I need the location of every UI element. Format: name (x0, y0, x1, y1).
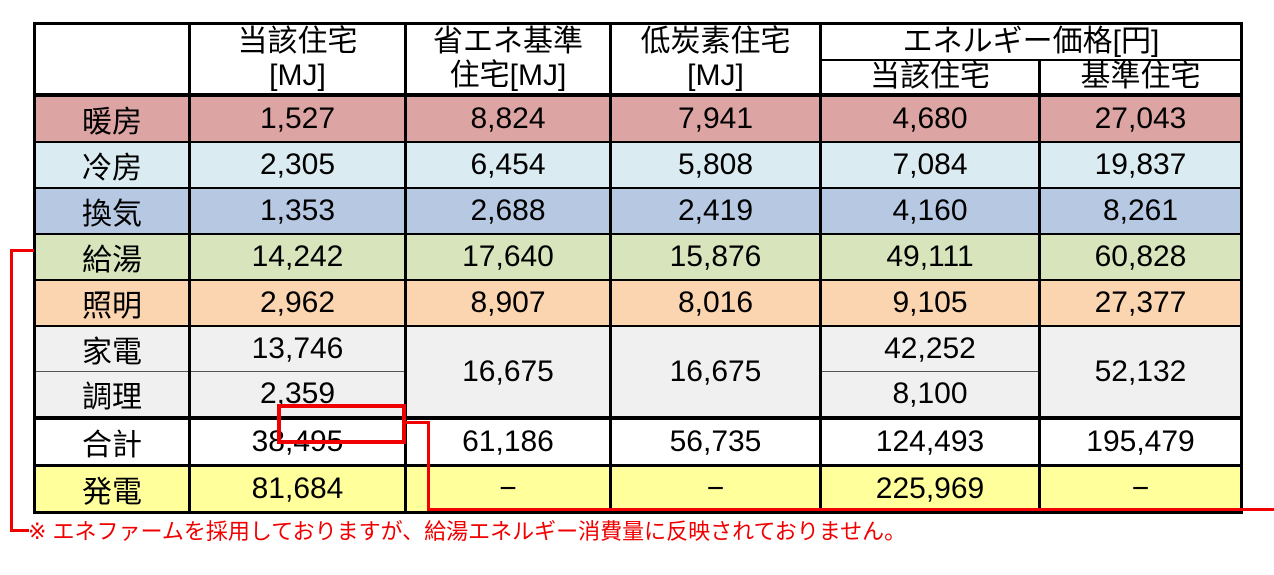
cell-appliances-price-subject: 42,252 (819, 325, 1041, 372)
connector-line-left-vertical (10, 249, 13, 532)
cell-cooking-subject-mj: 2,359 (188, 371, 407, 419)
cell-appliances-subject-mj: 13,746 (188, 325, 407, 372)
cell-heating-lowcarbon-mj: 7,941 (609, 94, 822, 143)
col-header-subject-mj: 当該住宅 [MJ] (188, 22, 407, 97)
cell-generation-lowcarbon-mj: − (609, 464, 822, 514)
cell-lighting-standard-mj: 8,907 (404, 279, 612, 327)
row-label: 家電 (33, 325, 191, 372)
cell-total-price-subject: 124,493 (819, 416, 1041, 467)
cell-heating-price-standard: 27,043 (1038, 94, 1243, 143)
col-header-line: 省エネ基準 (433, 25, 583, 58)
cell-lighting-price-standard: 27,377 (1038, 279, 1243, 327)
corner-header-cell (33, 22, 191, 97)
row-label: 照明 (33, 279, 191, 327)
cell-ventilation-subject-mj: 1,353 (188, 187, 407, 235)
col-header-line: [MJ] (269, 59, 326, 92)
row-generation: 発電 81,684 − − 225,969 − (33, 464, 1243, 514)
row-lighting: 照明 2,962 8,907 8,016 9,105 27,377 (33, 279, 1243, 327)
row-label: 冷房 (33, 141, 191, 189)
row-label: 給湯 (33, 233, 191, 281)
cell-generation-standard-mj: − (404, 464, 612, 514)
row-label: 調理 (33, 371, 191, 419)
row-cooling: 冷房 2,305 6,454 5,808 7,084 19,837 (33, 141, 1243, 189)
header-row-1: 当該住宅 [MJ] 省エネ基準 住宅[MJ] 低炭素住宅 [MJ] エネルギー価… (33, 22, 1243, 97)
energy-consumption-table: 当該住宅 [MJ] 省エネ基準 住宅[MJ] 低炭素住宅 [MJ] エネルギー価… (33, 22, 1243, 514)
cell-ventilation-price-standard: 8,261 (1038, 187, 1243, 235)
cell-cooling-lowcarbon-mj: 5,808 (609, 141, 822, 189)
cell-hot-water-standard-mj: 17,640 (404, 233, 612, 281)
cell-heating-subject-mj: 1,527 (188, 94, 407, 143)
col-header-energy-price-group: エネルギー価格[円] (819, 22, 1243, 61)
cell-hot-water-price-standard: 60,828 (1038, 233, 1243, 281)
cell-lighting-lowcarbon-mj: 8,016 (609, 279, 822, 327)
cell-cooling-standard-mj: 6,454 (404, 141, 612, 189)
footnote: ※ エネファームを採用しておりますが、給湯エネルギー消費量に反映されておりません… (28, 519, 907, 544)
cell-cooling-price-subject: 7,084 (819, 141, 1041, 189)
cell-hot-water-lowcarbon-mj: 15,876 (609, 233, 822, 281)
header-row-2: 当該住宅 基準住宅 (35, 59, 1243, 97)
cell-lighting-price-subject: 9,105 (819, 279, 1041, 327)
row-total: 合計 38,495 61,186 56,735 124,493 195,479 (33, 416, 1243, 467)
cell-cooling-price-standard: 19,837 (1038, 141, 1243, 189)
cell-ventilation-price-subject: 4,160 (819, 187, 1041, 235)
row-hot-water: 給湯 14,242 17,640 15,876 49,111 60,828 (33, 233, 1243, 281)
cell-ventilation-lowcarbon-mj: 2,419 (609, 187, 822, 235)
cell-appliances-cooking-price-standard-merged: 52,132 (1038, 325, 1243, 419)
cell-cooling-subject-mj: 2,305 (188, 141, 407, 189)
connector-line-footnote-tick (10, 529, 29, 532)
cell-total-subject-mj-highlighted: 38,495 (188, 416, 407, 467)
cell-appliances-cooking-lowcarbon-mj-merged: 16,675 (609, 325, 822, 419)
cell-hot-water-subject-mj: 14,242 (188, 233, 407, 281)
row-label: 発電 (33, 464, 191, 514)
col-header-line: 低炭素住宅 (640, 25, 791, 58)
col-header-price-standard: 基準住宅 (1038, 59, 1243, 97)
cell-ventilation-standard-mj: 2,688 (404, 187, 612, 235)
cell-appliances-cooking-standard-mj-merged: 16,675 (404, 325, 612, 419)
cell-total-lowcarbon-mj: 56,735 (609, 416, 822, 467)
cell-cooking-price-subject: 8,100 (819, 371, 1041, 419)
col-header-line: 当該住宅 (237, 25, 358, 58)
row-label: 暖房 (33, 94, 191, 143)
cell-heating-standard-mj: 8,824 (404, 94, 612, 143)
row-heating: 暖房 1,527 8,824 7,941 4,680 27,043 (33, 94, 1243, 143)
row-label: 換気 (33, 187, 191, 235)
cell-hot-water-price-subject: 49,111 (819, 233, 1041, 281)
cell-lighting-subject-mj: 2,962 (188, 279, 407, 327)
row-appliances: 家電 13,746 16,675 16,675 42,252 52,132 (33, 325, 1243, 419)
row-ventilation: 換気 1,353 2,688 2,419 4,160 8,261 (33, 187, 1243, 235)
row-label: 合計 (33, 416, 191, 467)
col-header-price-subject: 当該住宅 (819, 59, 1041, 97)
cell-generation-price-subject: 225,969 (819, 464, 1041, 514)
cell-generation-price-standard: − (1038, 464, 1243, 514)
cell-total-standard-mj: 61,186 (404, 416, 612, 467)
col-header-lowcarbon-mj: 低炭素住宅 [MJ] (609, 22, 822, 97)
col-header-line: 住宅[MJ] (449, 59, 567, 92)
cell-heating-price-subject: 4,680 (819, 94, 1041, 143)
connector-line-hot-water-horizontal (10, 249, 34, 252)
cell-generation-subject-mj: 81,684 (188, 464, 407, 514)
col-header-line: [MJ] (687, 59, 744, 92)
cell-total-price-standard: 195,479 (1038, 416, 1243, 467)
col-header-standard-mj: 省エネ基準 住宅[MJ] (404, 22, 612, 97)
